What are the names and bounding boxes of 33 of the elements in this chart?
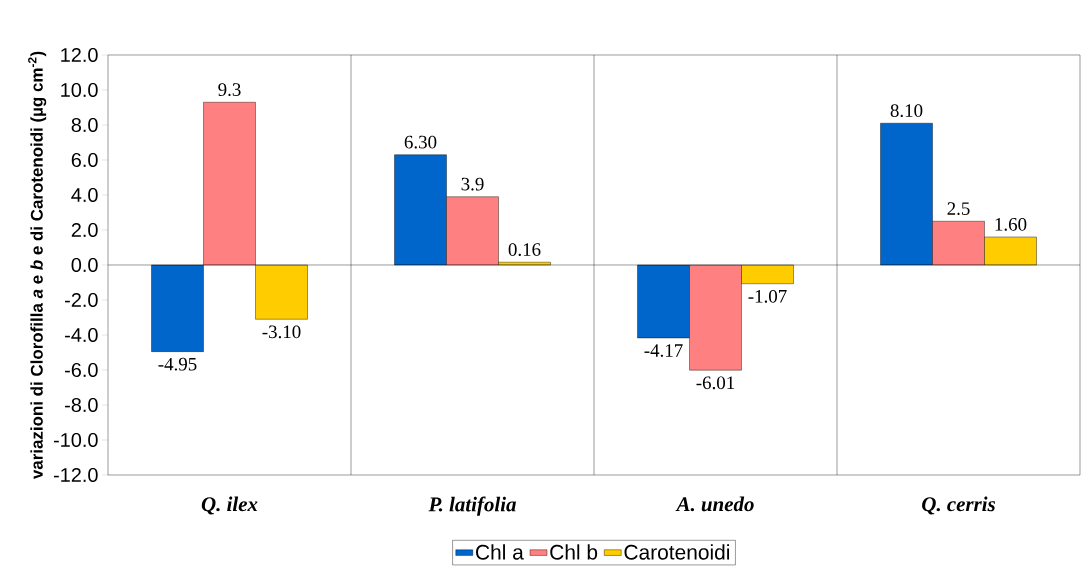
data-label: 0.16 <box>508 243 541 256</box>
data-label: -1.07 <box>748 289 787 303</box>
y-tick-label: 2.0 <box>71 222 98 238</box>
data-label: -4.17 <box>644 344 683 357</box>
y-tick-label: 6.0 <box>71 152 98 168</box>
x-tick-label: Q. cerris <box>922 496 996 515</box>
data-label: 9.3 <box>218 83 241 97</box>
x-tick-label: P. latifolia <box>428 496 516 516</box>
legend-label: Chl a <box>476 544 524 560</box>
y-tick-label: 4.0 <box>71 187 98 203</box>
x-tick-label: Q. ilex <box>201 496 258 515</box>
data-label: 8.10 <box>890 104 923 118</box>
y-tick-label: -12.0 <box>53 467 98 483</box>
data-label: 6.30 <box>404 135 437 149</box>
y-tick-label: 8.0 <box>71 117 98 133</box>
x-tick-label: A. unedo <box>675 496 754 512</box>
legend-label: Carotenoidi <box>624 544 729 560</box>
y-tick-label: 10.0 <box>61 82 98 98</box>
data-label: -3.10 <box>262 325 301 339</box>
y-tick-label: 12.0 <box>61 47 98 63</box>
data-label: 1.60 <box>995 217 1027 231</box>
y-tick-label: -8.0 <box>65 397 98 413</box>
y-tick-label: -6.0 <box>65 362 98 378</box>
y-tick-label: -4.0 <box>65 327 98 343</box>
y-axis-title: variazioni di Clorofilla a e b e di Carotenoidi (µg cm$^{-2}$) <box>28 51 47 480</box>
data-label: 2.5 <box>947 202 970 216</box>
data-label: -4.95 <box>158 357 197 371</box>
y-tick-label: -2.0 <box>65 292 98 308</box>
y-tick-label: -10.0 <box>53 432 98 448</box>
legend-label: Chl b <box>550 544 598 560</box>
data-label: -6.01 <box>696 376 735 390</box>
y-tick-label: 0.0 <box>71 257 98 273</box>
data-label: 3.9 <box>461 177 484 191</box>
